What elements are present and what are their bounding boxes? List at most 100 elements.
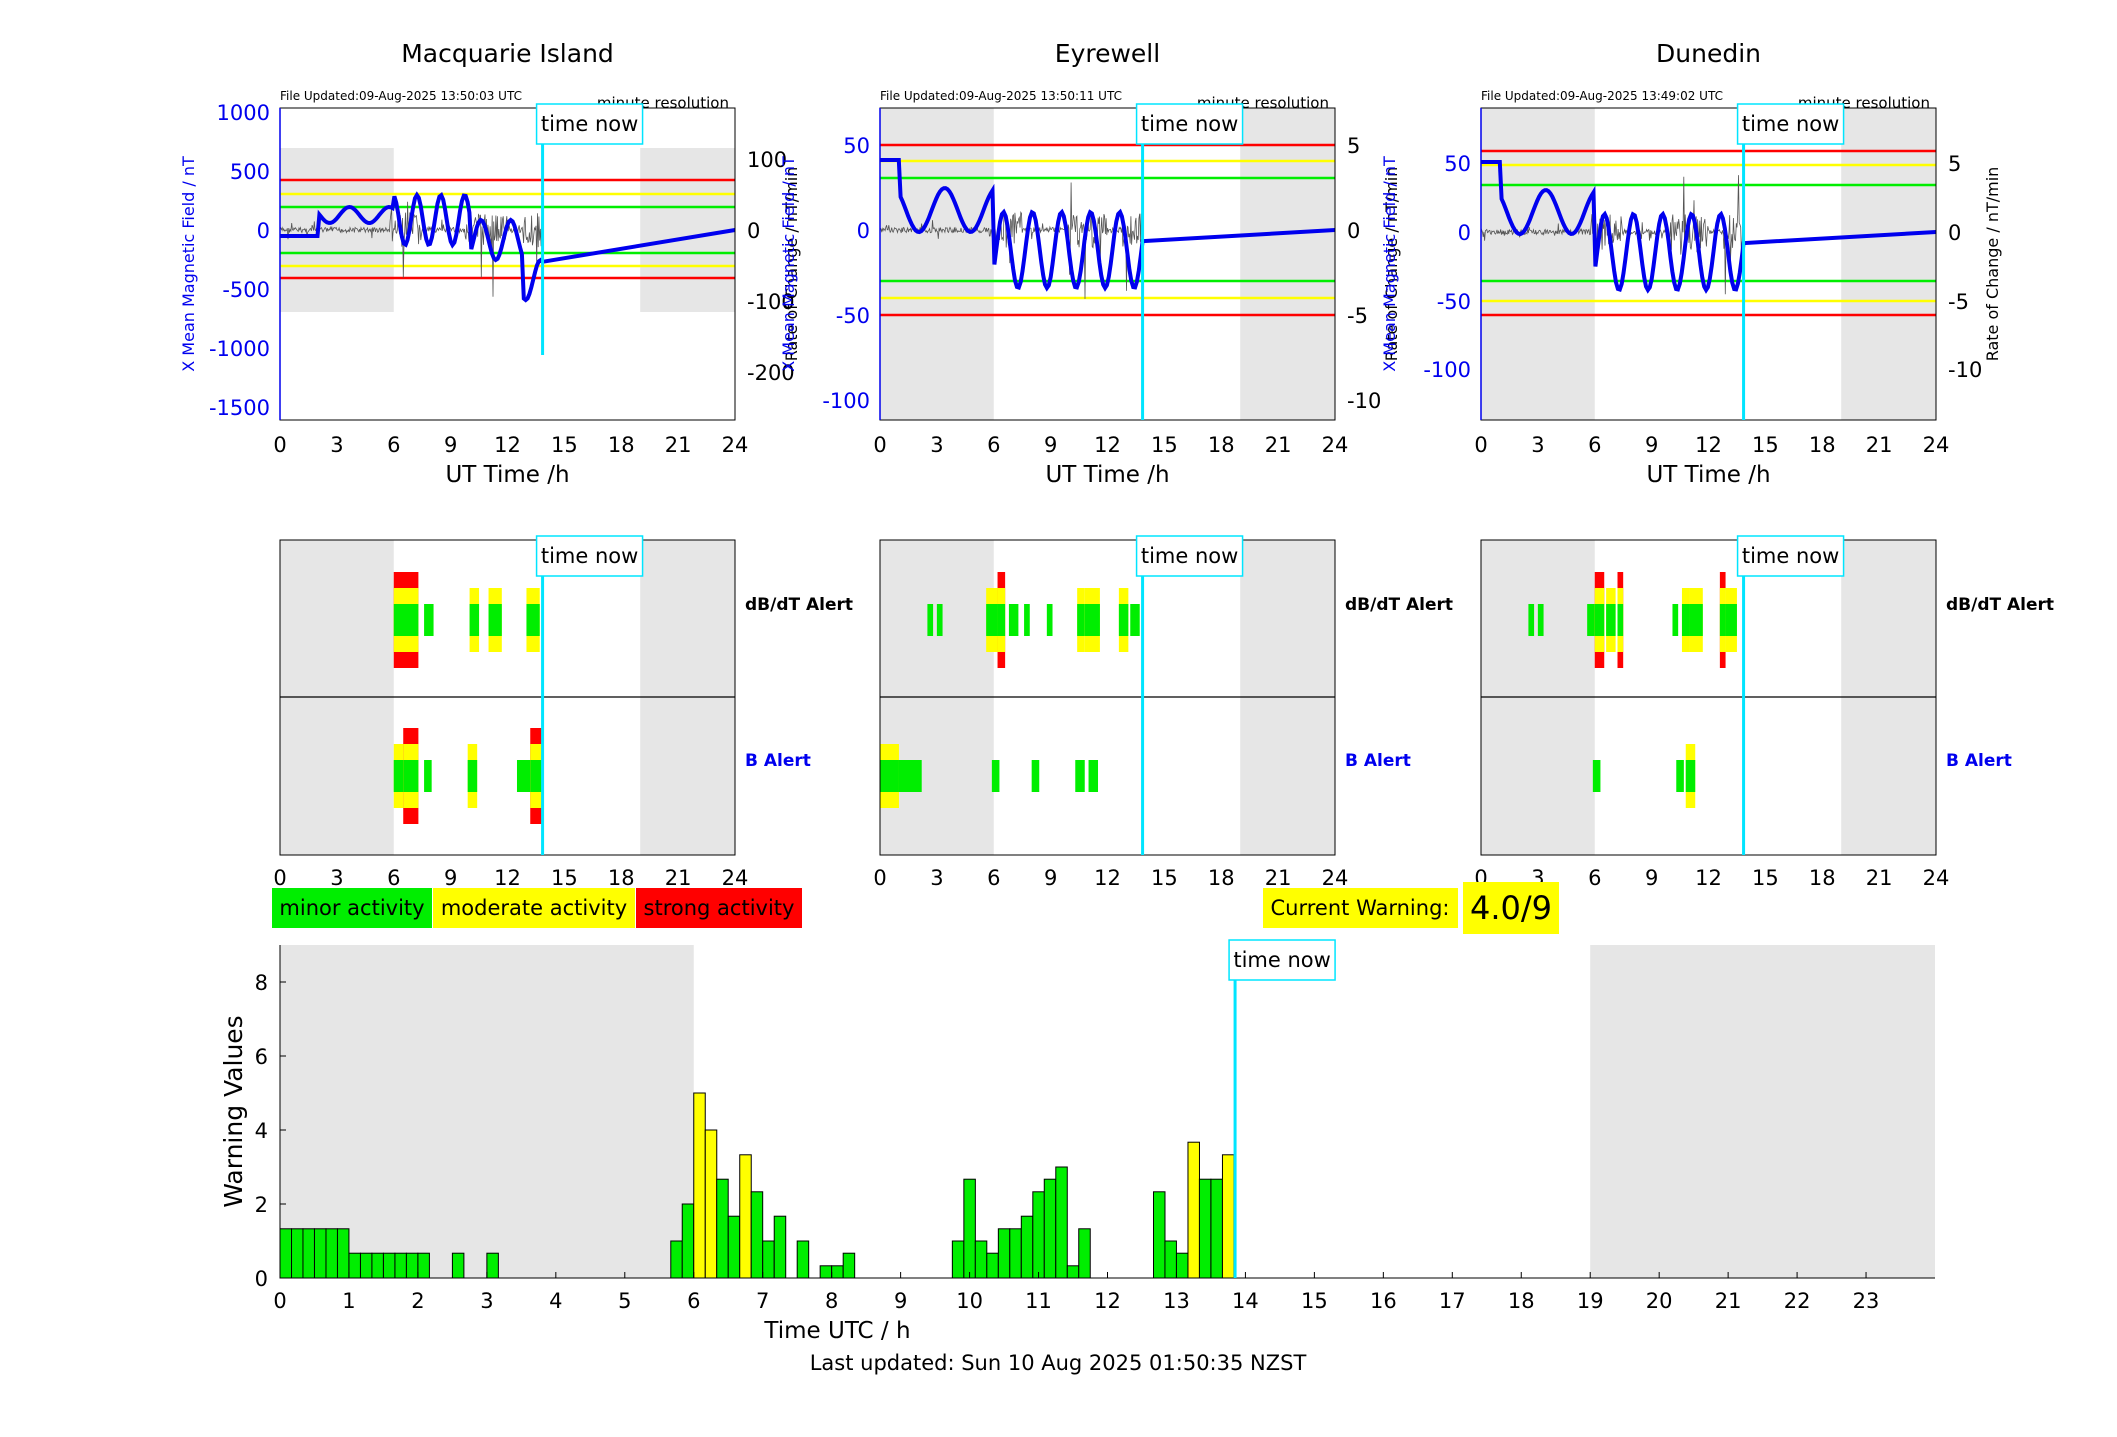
b-alert-label: B Alert [1345, 751, 1411, 771]
left-axis-label: X Mean Magnetic Field / nT [179, 156, 198, 372]
x-tick-label: 3 [930, 866, 943, 890]
x-tick-label: 3 [330, 433, 343, 457]
right-axis-label: Rate of Change / nT/min [1983, 167, 2002, 362]
warning-bar [313, 1228, 327, 1279]
right-tick-label: 5 [1948, 152, 1961, 176]
x-tick-label: 18 [1809, 433, 1836, 457]
x-tick-label: 18 [608, 866, 635, 890]
dbdt-alert-block-level-1 [986, 604, 998, 636]
warning-bar [359, 1252, 373, 1279]
left-tick-label: 0 [1458, 221, 1471, 245]
right-tick-label: 5 [1347, 134, 1360, 158]
x-tick-label: 7 [756, 1289, 769, 1313]
warning-bar [796, 1240, 810, 1279]
warning-bar [302, 1228, 315, 1279]
file-updated: File Updated:09-Aug-2025 13:49:02 UTC [1481, 89, 1723, 103]
left-tick-label: 1000 [217, 101, 270, 125]
time-now-label: time now [1141, 112, 1238, 136]
x-tick-label: 15 [551, 433, 578, 457]
legend-moderate-label: moderate activity [441, 896, 627, 920]
warning-bar [348, 1252, 361, 1279]
mean-field-trace [1481, 160, 1937, 294]
x-tick-label: 21 [1265, 433, 1292, 457]
warning-bar [1078, 1228, 1091, 1279]
alert-panel-macquarie: 0 3 6 9 12 15 18 21 24 dB/dT Alert B Alert time now [273, 535, 853, 890]
night-shade-after [640, 148, 735, 312]
left-tick-label: 0 [857, 219, 870, 243]
dbdt-alert-block-level-1 [1587, 604, 1595, 636]
right-tick-label: -100 [747, 290, 795, 314]
x-tick-label: 18 [1208, 866, 1235, 890]
warning-bar [842, 1252, 856, 1279]
b-alert-label: B Alert [1946, 751, 2012, 771]
x-tick-label: 9 [1645, 433, 1658, 457]
warning-bar [1221, 1154, 1235, 1279]
dbdt-alert-block-level-1 [1537, 604, 1544, 636]
warning-bar [974, 1240, 988, 1279]
b-alert-block-level-1 [530, 760, 544, 792]
x-tick-label: 21 [665, 866, 692, 890]
left-axis-label: X Mean Magnetic Field / nT [779, 156, 798, 372]
warning-bar [762, 1240, 775, 1279]
file-updated: File Updated:09-Aug-2025 13:50:03 UTC [280, 89, 522, 103]
dbdt-alert-block-level-1 [1689, 604, 1703, 636]
current-warning-value: 4.0/9 [1470, 889, 1552, 927]
x-tick-label: 4 [549, 1289, 562, 1313]
legend-minor-label: minor activity [279, 896, 424, 920]
x-tick-label: 6 [987, 866, 1000, 890]
warning-bar [951, 1240, 965, 1279]
dbdt-alert-block-level-1 [1024, 604, 1030, 636]
warning-bar [417, 1252, 430, 1279]
right-tick-label: -10 [1948, 358, 1982, 382]
warning-bar [382, 1252, 396, 1279]
warning-bar [291, 1228, 304, 1279]
dbdt-alert-block-level-1 [393, 604, 419, 636]
time-now-box [1228, 939, 1336, 981]
warning-bar [1210, 1178, 1223, 1279]
night-shade-after [1590, 945, 1935, 1278]
y-tick-label: 0 [255, 1267, 268, 1291]
warning-bar [1164, 1240, 1177, 1279]
dbdt-alert-block-level-1 [1528, 604, 1535, 636]
dbdt-alert-block-level-1 [1077, 604, 1085, 636]
b-alert-block-level-1 [991, 760, 1000, 792]
b-alert-block-level-1 [898, 760, 922, 792]
left-tick-label: -100 [822, 389, 870, 413]
x-tick-label: 13 [1163, 1289, 1190, 1313]
current-warning-label: Current Warning: [1271, 896, 1450, 920]
right-axis-label: Rate of Change / nT/min [782, 167, 801, 362]
warning-bar [831, 1265, 844, 1279]
dbdt-alert-block-level-1 [1594, 604, 1605, 636]
warning-bar [739, 1154, 752, 1279]
x-tick-label: 6 [387, 433, 400, 457]
left-tick-label: 500 [230, 160, 270, 184]
x-tick-label: 22 [1784, 1289, 1811, 1313]
y-tick-label: 8 [255, 971, 268, 995]
dbdt-alert-block-level-1 [927, 604, 934, 636]
b-alert-label: B Alert [745, 751, 811, 771]
x-axis-label: Time UTC / h [763, 1318, 910, 1344]
time-now-box [1736, 103, 1845, 145]
x-tick-label: 24 [722, 433, 749, 457]
x-axis-label: UT Time /h [1045, 462, 1169, 488]
x-tick-label: 16 [1370, 1289, 1397, 1313]
file-updated: File Updated:09-Aug-2025 13:50:11 UTC [880, 89, 1122, 103]
night-shade-after [1240, 108, 1335, 420]
warning-bar [451, 1252, 465, 1279]
x-tick-label: 17 [1439, 1289, 1466, 1313]
time-now-box [1135, 535, 1244, 577]
x-tick-label: 0 [873, 866, 886, 890]
x-tick-label: 6 [987, 433, 1000, 457]
x-tick-label: 9 [1044, 433, 1057, 457]
dbdt-alert-block-level-1 [997, 604, 1006, 636]
x-axis-label: UT Time /h [445, 462, 569, 488]
warning-bar [486, 1252, 499, 1279]
x-tick-label: 19 [1577, 1289, 1604, 1313]
dbdt-alert-block-level-1 [1130, 604, 1140, 636]
dbdt-alert-label: dB/dT Alert [1946, 595, 2054, 615]
right-tick-label: 100 [747, 148, 787, 172]
x-tick-label: 9 [444, 866, 457, 890]
time-now-label: time now [541, 112, 638, 136]
